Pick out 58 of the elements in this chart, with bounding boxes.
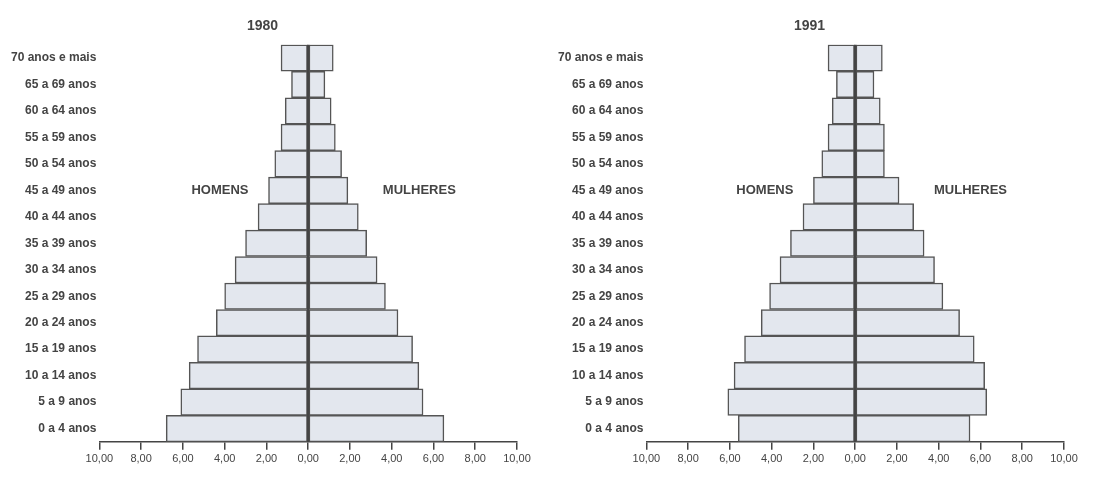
y-tick-label: 70 anos e mais <box>557 50 644 65</box>
x-tick-label: 8,00 <box>464 452 486 465</box>
y-tick-label: 45 a 49 anos <box>571 182 644 197</box>
series-label: HOMENS <box>736 181 794 197</box>
x-tick-label: 10,00 <box>1050 452 1078 465</box>
y-tick-label: 50 a 54 anos <box>24 156 97 171</box>
y-tick-label: 35 a 39 anos <box>24 235 97 250</box>
y-tick-label: 40 a 44 anos <box>24 209 97 224</box>
x-tick-label: 10,00 <box>632 452 661 465</box>
x-tick-label: 6,00 <box>719 452 741 465</box>
y-tick-label: 30 a 34 anos <box>571 262 644 277</box>
y-tick-label: 5 a 9 anos <box>38 394 97 409</box>
x-tick-label: 8,00 <box>1011 452 1033 465</box>
x-tick-label: 6,00 <box>969 452 992 465</box>
chart-title: 1991 <box>793 17 826 34</box>
chart-title: 1980 <box>246 17 279 34</box>
y-tick-label: 70 anos e mais <box>10 50 97 65</box>
y-tick-label: 40 a 44 anos <box>571 209 644 224</box>
y-tick-label: 0 a 4 anos <box>38 420 97 435</box>
x-tick-label: 6,00 <box>172 452 194 465</box>
y-tick-label: 20 a 24 anos <box>571 315 644 330</box>
x-tick-label: 2,00 <box>339 452 361 465</box>
series-label: MULHERES <box>934 181 1008 197</box>
y-tick-label: 55 a 59 anos <box>571 129 644 144</box>
y-tick-label: 10 a 14 anos <box>24 367 97 382</box>
y-tick-label: 15 a 19 anos <box>24 341 97 356</box>
text: MULHERES <box>382 181 457 197</box>
y-tick-label: 20 a 24 anos <box>24 315 97 330</box>
x-tick-label: 4,00 <box>760 452 783 465</box>
y-tick-label: 15 a 19 anos <box>571 341 644 356</box>
y-tick-label: 50 a 54 anos <box>571 156 644 171</box>
y-tick-label: 30 a 34 anos <box>24 262 97 277</box>
x-tick-label: 2,00 <box>802 452 825 465</box>
series-label: HOMENS <box>191 181 249 197</box>
y-tick-label: 0 a 4 anos <box>585 420 644 435</box>
x-tick-label: 2,00 <box>255 452 278 465</box>
y-tick-label: 35 a 39 anos <box>571 235 644 250</box>
x-tick-label: 8,00 <box>677 452 699 465</box>
y-tick-label: 10 a 14 anos <box>571 367 644 382</box>
y-tick-label: 5 a 9 anos <box>585 394 644 409</box>
y-tick-label: 65 a 69 anos <box>571 76 644 91</box>
x-tick-label: 4,00 <box>928 452 950 465</box>
x-tick-label: 10,00 <box>503 452 531 465</box>
x-tick-label: 8,00 <box>130 452 152 465</box>
y-tick-label: 25 a 29 anos <box>571 288 644 303</box>
y-tick-label: 65 a 69 anos <box>24 76 97 91</box>
y-tick-label: 45 a 49 anos <box>24 182 97 197</box>
x-tick-label: 4,00 <box>381 452 403 465</box>
y-tick-label: 60 a 64 anos <box>24 103 97 118</box>
x-tick-label: 6,00 <box>422 452 445 465</box>
x-tick-label: 0,00 <box>844 452 866 465</box>
x-tick-label: 2,00 <box>886 452 908 465</box>
y-tick-label: 55 a 59 anos <box>24 129 97 144</box>
x-tick-label: 10,00 <box>85 452 114 465</box>
x-tick-label: 0,00 <box>297 452 319 465</box>
x-tick-label: 4,00 <box>213 452 236 465</box>
y-tick-label: 25 a 29 anos <box>24 288 97 303</box>
y-tick-label: 60 a 64 anos <box>571 103 644 118</box>
